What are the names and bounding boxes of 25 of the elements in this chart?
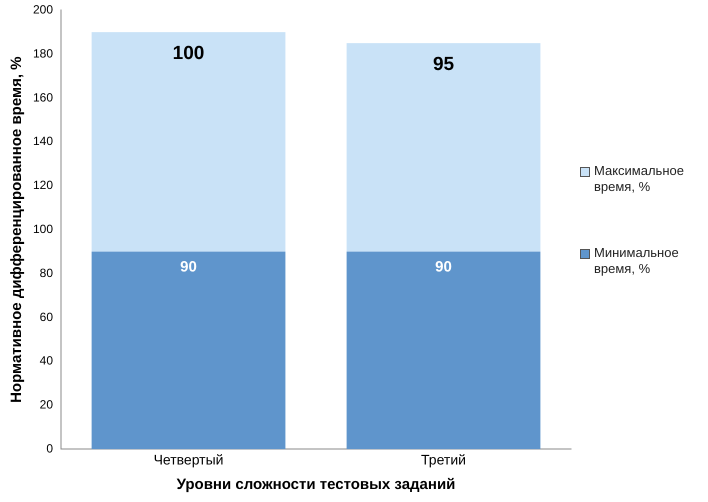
- y-tick-label: 20: [40, 398, 54, 412]
- y-axis-title: Нормативное дифференцированное время, %: [8, 56, 26, 403]
- y-tick-label: 180: [32, 46, 54, 60]
- data-label: 95: [432, 54, 454, 75]
- data-label: 100: [172, 42, 204, 64]
- bar: [346, 252, 540, 450]
- y-tick-label: 140: [32, 134, 54, 148]
- data-label: 90: [180, 258, 197, 276]
- y-tick-label: 80: [40, 266, 54, 280]
- data-label: 90: [435, 258, 452, 276]
- text: Максимальное время, %: [594, 163, 685, 195]
- legend-label: Минимальное время, %: [594, 245, 680, 277]
- bar: [346, 43, 540, 252]
- bar: [92, 252, 286, 450]
- y-tick-label: 60: [40, 310, 54, 324]
- y-tick-label: 200: [32, 2, 54, 17]
- y-tick-label: 160: [32, 90, 54, 104]
- y-tick-label: 0: [46, 442, 54, 456]
- y-tick-label: 40: [40, 354, 54, 368]
- y-tick-label: 100: [32, 222, 54, 236]
- y-tick-label: 120: [32, 178, 54, 192]
- x-tick-label: Третий: [421, 451, 466, 468]
- x-tick-label: Четвертый: [154, 451, 224, 468]
- x-axis-title: Уровни сложности тестовых заданий: [176, 476, 456, 494]
- bar: [92, 32, 286, 252]
